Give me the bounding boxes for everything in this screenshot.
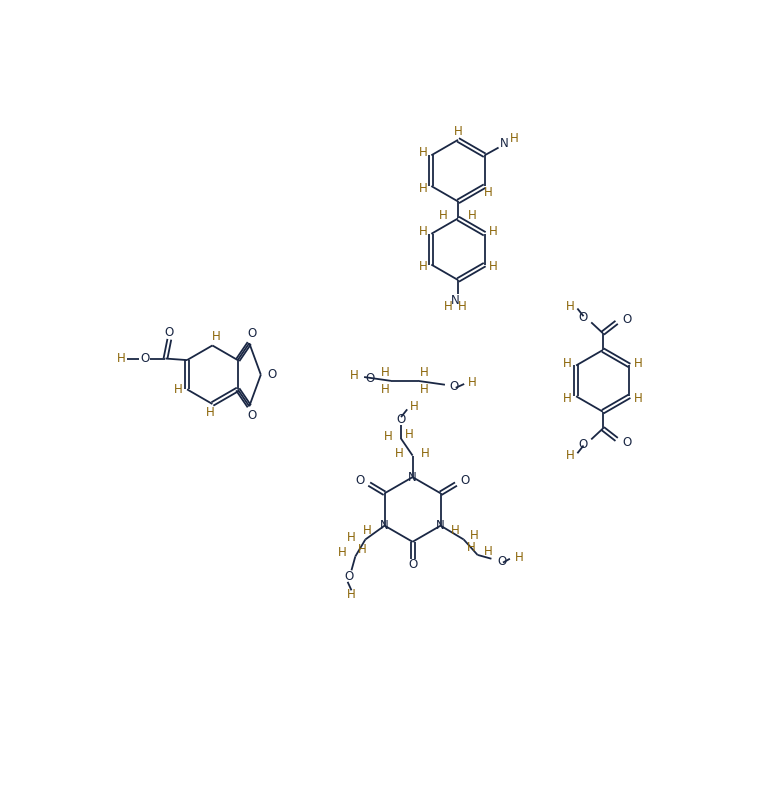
- Text: H: H: [468, 376, 477, 389]
- Text: O: O: [396, 413, 405, 426]
- Text: H: H: [420, 366, 428, 379]
- Text: O: O: [344, 570, 354, 583]
- Text: H: H: [489, 225, 497, 238]
- Text: H: H: [489, 260, 497, 273]
- Text: H: H: [634, 392, 642, 405]
- Text: O: O: [498, 555, 507, 567]
- Text: H: H: [567, 300, 575, 312]
- Text: O: O: [622, 312, 631, 326]
- Text: H: H: [421, 447, 430, 460]
- Text: N: N: [499, 137, 508, 150]
- Text: H: H: [381, 382, 389, 396]
- Text: H: H: [484, 545, 493, 557]
- Text: H: H: [484, 187, 493, 199]
- Text: H: H: [395, 447, 404, 460]
- Text: H: H: [381, 366, 389, 379]
- Text: H: H: [418, 182, 427, 195]
- Text: O: O: [366, 372, 375, 385]
- Text: H: H: [418, 225, 427, 238]
- Text: H: H: [350, 369, 359, 382]
- Text: H: H: [439, 209, 448, 222]
- Text: H: H: [451, 524, 460, 537]
- Text: H: H: [470, 529, 479, 542]
- Text: O: O: [247, 409, 256, 422]
- Text: N: N: [380, 519, 389, 532]
- Text: H: H: [564, 357, 572, 370]
- Text: N: N: [452, 294, 460, 307]
- Text: O: O: [408, 559, 417, 571]
- Text: H: H: [384, 430, 393, 443]
- Text: O: O: [140, 352, 149, 365]
- Text: O: O: [622, 436, 631, 449]
- Text: H: H: [564, 392, 572, 405]
- Text: H: H: [444, 300, 452, 312]
- Text: H: H: [468, 209, 477, 222]
- Text: H: H: [410, 400, 419, 413]
- Text: O: O: [449, 380, 459, 393]
- Text: H: H: [567, 449, 575, 462]
- Text: H: H: [510, 132, 519, 145]
- Text: N: N: [436, 519, 445, 532]
- Text: O: O: [578, 311, 587, 324]
- Text: O: O: [355, 474, 364, 486]
- Text: H: H: [205, 406, 215, 419]
- Text: H: H: [458, 300, 466, 312]
- Text: O: O: [247, 327, 256, 341]
- Text: H: H: [418, 260, 427, 273]
- Text: H: H: [338, 546, 347, 559]
- Text: H: H: [174, 382, 183, 396]
- Text: O: O: [267, 368, 276, 381]
- Text: H: H: [357, 543, 367, 556]
- Text: H: H: [117, 352, 126, 365]
- Text: O: O: [164, 326, 174, 339]
- Text: H: H: [514, 551, 523, 563]
- Text: H: H: [418, 146, 427, 160]
- Text: H: H: [212, 331, 221, 343]
- Text: H: H: [420, 382, 428, 396]
- Text: H: H: [363, 524, 372, 537]
- Text: H: H: [405, 428, 414, 442]
- Text: H: H: [347, 589, 356, 601]
- Text: N: N: [408, 471, 417, 484]
- Text: H: H: [454, 125, 462, 138]
- Text: O: O: [578, 438, 587, 450]
- Text: H: H: [634, 357, 642, 370]
- Text: H: H: [466, 541, 476, 554]
- Text: H: H: [347, 530, 355, 544]
- Text: O: O: [461, 474, 470, 486]
